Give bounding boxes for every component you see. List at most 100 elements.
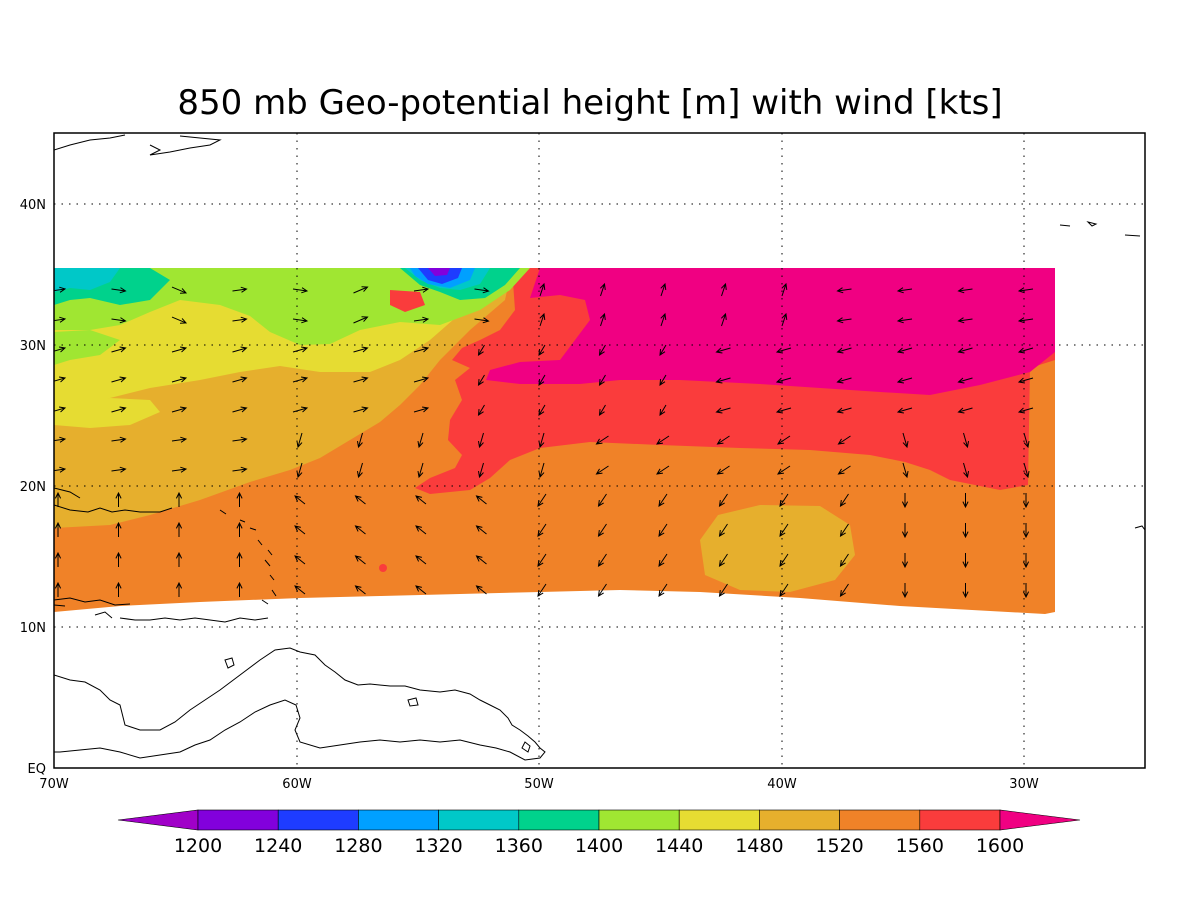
wind-arrow <box>1017 407 1034 414</box>
wind-arrow <box>599 282 606 297</box>
wind-arrow <box>597 553 607 567</box>
wind-arrow <box>839 523 849 537</box>
wind-arrow <box>962 523 969 539</box>
wind-arrow <box>111 346 127 353</box>
colorbar-swatch <box>277 809 359 831</box>
wind-arrow <box>353 376 369 383</box>
wind-arrow <box>716 465 730 475</box>
wind-arrow <box>115 551 122 567</box>
colorbar-swatch <box>759 809 840 831</box>
wind-arrow <box>236 521 243 537</box>
wind-arrow <box>232 316 248 323</box>
map-title: 850 mb Geo-potential height [m] with win… <box>177 83 1002 123</box>
wind-arrow <box>538 432 545 449</box>
wind-arrow <box>775 377 792 384</box>
wind-arrow <box>902 432 909 449</box>
wind-arrow <box>475 555 487 565</box>
colorbar-swatch <box>678 809 760 831</box>
colorbar-label: 1600 <box>976 835 1024 857</box>
coastline-antilles <box>219 509 277 605</box>
wind-arrow <box>962 493 969 509</box>
wind-arrow <box>232 346 248 353</box>
wind-arrow <box>171 436 188 443</box>
wind-arrow <box>720 282 727 297</box>
wind-arrow <box>477 404 485 416</box>
wind-arrow <box>232 466 248 473</box>
colorbar-label: 1480 <box>735 835 783 857</box>
wind-arrow <box>54 436 67 443</box>
wind-arrow <box>659 374 667 386</box>
wind-arrow <box>839 583 849 597</box>
wind-arrow <box>957 407 973 414</box>
wind-arrow <box>595 435 609 445</box>
wind-arrow <box>836 377 852 384</box>
wind-arrow <box>54 466 67 473</box>
colorbar-label: 1200 <box>174 835 222 857</box>
field-patch-1320 <box>54 268 120 292</box>
colorbar-arrow-high <box>999 809 1081 831</box>
wind-arrow <box>292 376 309 383</box>
coastline-azores <box>1059 221 1145 531</box>
y-tick-label: 10N <box>20 621 46 636</box>
wind-arrow <box>1022 493 1030 509</box>
wind-arrow <box>1017 347 1034 354</box>
colorbar-swatch <box>197 809 279 831</box>
colorbar-swatch <box>358 809 439 831</box>
wind-arrow <box>957 377 973 384</box>
x-tick-label: 70W <box>39 777 69 792</box>
colorbar-label: 1440 <box>655 835 703 857</box>
x-tick-label: 60W <box>282 777 312 792</box>
wind-arrow <box>716 435 730 445</box>
wind-arrow <box>901 583 909 599</box>
field-patch-1440 <box>54 398 160 428</box>
wind-arrow <box>598 404 606 416</box>
field-patch-1560-west <box>390 290 425 312</box>
wind-arrow <box>54 346 67 353</box>
wind-arrow <box>896 287 913 294</box>
wind-arrow <box>957 347 973 354</box>
wind-arrow <box>115 491 122 507</box>
wind-arrow <box>836 317 852 324</box>
colorbar-label: 1560 <box>896 835 944 857</box>
wind-arrow <box>779 583 789 597</box>
y-tick-label: 30N <box>20 339 46 354</box>
wind-arrow <box>296 432 303 449</box>
wind-arrow <box>720 312 727 327</box>
wind-arrow <box>54 581 62 597</box>
plot-frame <box>53 132 1146 769</box>
wind-arrow <box>595 465 609 475</box>
wind-arrow <box>475 495 487 505</box>
wind-arrow <box>1023 462 1030 479</box>
wind-arrow <box>477 374 485 386</box>
wind-arrow <box>236 491 243 507</box>
wind-arrow <box>175 491 183 507</box>
colorbar-swatch <box>518 809 600 831</box>
colorbar: 1200 1240 1280 1320 1360 1400 1440 1480 1520 1560… <box>117 809 1081 857</box>
wind-arrow <box>779 493 789 507</box>
field-patch-1200 <box>428 268 450 276</box>
wind-arrow <box>901 523 909 539</box>
colorbar-arrow-low <box>117 809 199 831</box>
wind-arrow <box>294 585 306 595</box>
coastline-island-trinidad <box>224 657 235 669</box>
wind-arrow <box>659 344 667 356</box>
wind-arrow <box>294 495 306 505</box>
wind-arrow <box>292 287 309 294</box>
wind-arrow <box>901 553 909 569</box>
wind-arrow <box>413 316 430 323</box>
wind-arrow <box>413 406 430 413</box>
wind-arrow <box>896 347 913 354</box>
colorbar-swatch <box>919 809 1001 831</box>
wind-arrow <box>475 525 487 535</box>
wind-arrow <box>718 523 728 537</box>
wind-arrow <box>356 462 363 479</box>
wind-arrow <box>413 346 430 353</box>
wind-arrow <box>963 462 970 479</box>
height-field <box>54 268 1055 614</box>
wind-arrow <box>837 465 851 475</box>
wind-arrow <box>658 553 668 567</box>
wind-arrow <box>115 581 122 597</box>
wind-arrow <box>597 583 607 597</box>
y-axis: EQ 10N 20N 30N 40N <box>20 198 46 777</box>
